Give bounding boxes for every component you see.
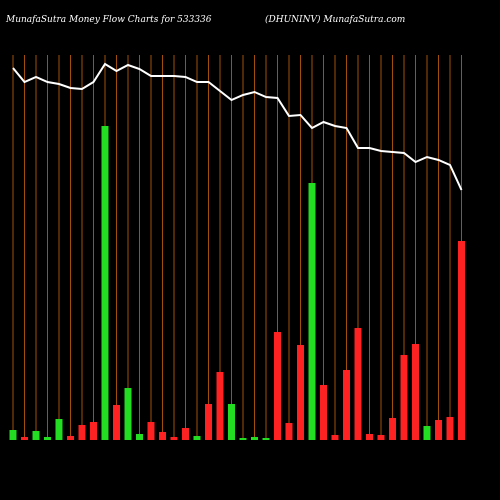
bar bbox=[389, 418, 396, 440]
bar bbox=[216, 372, 224, 440]
bar bbox=[320, 385, 327, 440]
bar bbox=[343, 370, 350, 440]
chart-subtitle: (DHUNINV) MunafaSutra.com bbox=[265, 14, 405, 25]
bar bbox=[228, 404, 235, 440]
bar bbox=[205, 404, 212, 440]
bar bbox=[262, 438, 270, 440]
bar bbox=[90, 422, 97, 440]
bar bbox=[331, 435, 339, 440]
bar bbox=[400, 355, 408, 440]
bar bbox=[239, 438, 247, 440]
bar bbox=[446, 417, 454, 440]
bar bbox=[159, 432, 166, 440]
bar bbox=[113, 405, 120, 440]
bar bbox=[55, 419, 63, 440]
bar bbox=[423, 426, 431, 440]
bar bbox=[170, 437, 178, 440]
bar bbox=[308, 183, 316, 440]
bar bbox=[147, 422, 155, 440]
bar bbox=[124, 388, 132, 440]
bar bbox=[182, 428, 189, 440]
bar bbox=[44, 437, 51, 440]
bar bbox=[21, 437, 28, 440]
bar bbox=[9, 430, 17, 440]
bar bbox=[193, 436, 201, 440]
chart-title: MunafaSutra Money Flow Charts for 533336 bbox=[5, 15, 212, 25]
bar bbox=[251, 437, 258, 440]
bar bbox=[285, 423, 293, 440]
line bbox=[12, 62, 463, 191]
bar bbox=[101, 126, 109, 440]
bar bbox=[297, 345, 304, 440]
bar bbox=[377, 435, 385, 440]
bar bbox=[366, 434, 373, 440]
bar bbox=[412, 344, 419, 440]
bar bbox=[458, 241, 465, 440]
bar bbox=[354, 328, 362, 440]
bar bbox=[136, 434, 143, 440]
bar bbox=[67, 436, 74, 440]
bar bbox=[32, 431, 40, 440]
bar bbox=[435, 420, 442, 440]
bar bbox=[78, 425, 86, 440]
bar bbox=[274, 332, 281, 440]
